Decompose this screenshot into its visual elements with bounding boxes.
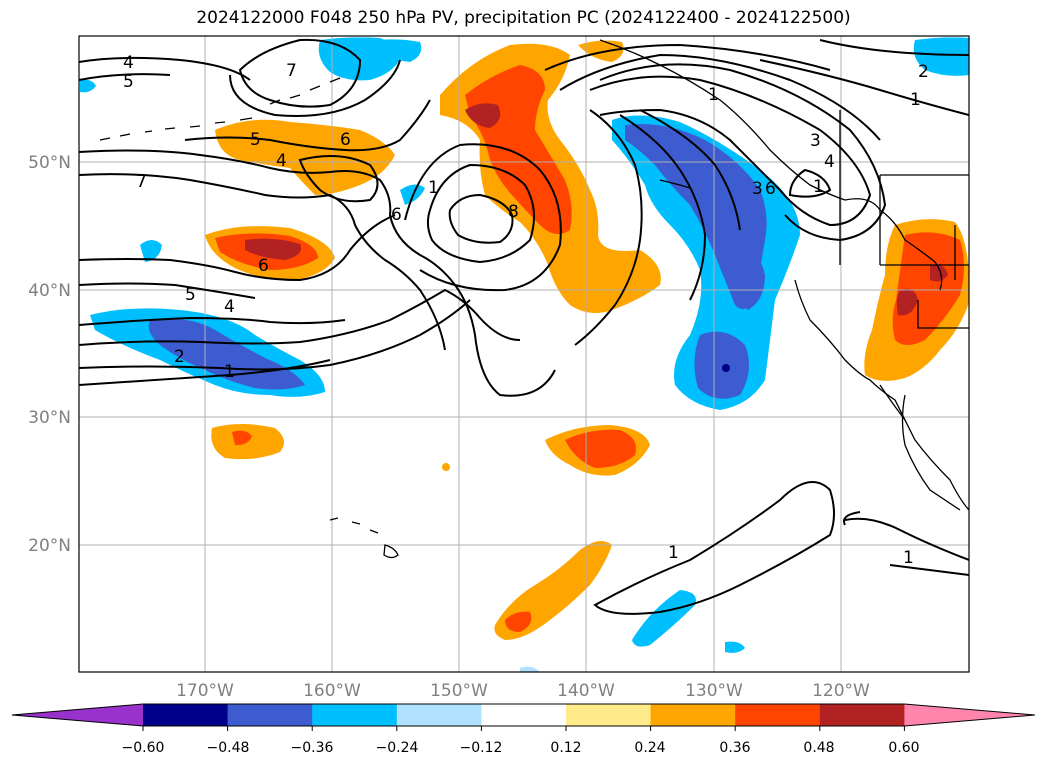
contour-label: 4 (123, 53, 134, 73)
lon-label: 160°W (303, 681, 361, 701)
latitude-labels: 50°N 40°N 30°N 20°N (28, 153, 71, 556)
contour-label: 1 (708, 85, 719, 105)
colorbar-tick-label: −0.24 (376, 740, 419, 756)
contour-labels: 4 5 7 5 6 4 7 6 1 6 8 6 5 4 2 1 1 3 4 6 … (123, 53, 929, 568)
contour-label: 4 (224, 297, 235, 317)
shading-positive (205, 40, 969, 640)
contour-label: 2 (918, 62, 929, 82)
colorbar-segment (227, 704, 313, 726)
contour-label: 1 (224, 362, 235, 382)
colorbar (11, 703, 1036, 731)
contour-label: 5 (123, 72, 134, 92)
colorbar-segment (312, 704, 398, 726)
colorbar-segment (566, 704, 652, 726)
contour-label: 1 (910, 90, 921, 110)
contour-label: 4 (276, 151, 287, 171)
map-title: 2024122000 F048 250 hPa PV, precipitatio… (196, 8, 851, 28)
contour-label: 6 (765, 179, 776, 199)
pv-contours (79, 38, 969, 615)
contour-label: 6 (391, 205, 402, 225)
contour-label: 2 (174, 347, 185, 367)
contour-label: 1 (813, 177, 824, 197)
lat-label: 20°N (28, 536, 71, 556)
contour-label: 1 (428, 178, 439, 198)
contour-label: 8 (508, 202, 519, 222)
lon-label: 170°W (176, 681, 234, 701)
colorbar-tick-label: −0.48 (207, 740, 250, 756)
colorbar-tick-label: 0.36 (719, 740, 750, 756)
colorbar-extend-max (904, 704, 1035, 726)
colorbar-tick-label: 0.24 (634, 740, 665, 756)
lon-label: 130°W (685, 681, 743, 701)
colorbar-segment (481, 704, 567, 726)
colorbar-tick-label: 0.60 (888, 740, 919, 756)
contour-label: 6 (340, 130, 351, 150)
map-plot-area: 4 5 7 5 6 4 7 6 1 6 8 6 5 4 2 1 1 3 4 6 … (79, 36, 969, 672)
colorbar-tick-label: 0.12 (550, 740, 581, 756)
contour-label: 5 (250, 130, 261, 150)
lat-label: 30°N (28, 408, 71, 428)
lon-label: 150°W (430, 681, 488, 701)
colorbar-segment (396, 704, 482, 726)
colorbar-tick-label: −0.60 (122, 740, 165, 756)
colorbar-tick-label: −0.12 (460, 740, 503, 756)
contour-label: 4 (824, 152, 835, 172)
lat-label: 40°N (28, 281, 71, 301)
contour-label: 1 (668, 543, 679, 563)
lon-label: 140°W (557, 681, 615, 701)
colorbar-ticks: −0.60 −0.48 −0.36 −0.24 −0.12 0.12 0.24 … (122, 740, 920, 756)
lat-label: 50°N (28, 153, 71, 173)
map-frame (78, 35, 970, 673)
colorbar-tick-label: −0.36 (291, 740, 334, 756)
colorbar-segment (650, 704, 736, 726)
lon-label: 120°W (812, 681, 870, 701)
contour-label: 1 (903, 548, 914, 568)
contour-label: 7 (286, 61, 297, 81)
longitude-labels: 170°W 160°W 150°W 140°W 130°W 120°W (176, 681, 870, 701)
colorbar-segment (819, 704, 905, 726)
colorbar-extend-min (12, 704, 143, 726)
contour-label: 6 (258, 256, 269, 276)
colorbar-segment (735, 704, 821, 726)
colorbar-tick-label: 0.48 (803, 740, 834, 756)
contour-label: 3 (752, 179, 763, 199)
contour-label: 7 (136, 172, 147, 192)
contour-label: 3 (810, 131, 821, 151)
colorbar-segment (143, 704, 229, 726)
contour-label: 5 (185, 285, 196, 305)
